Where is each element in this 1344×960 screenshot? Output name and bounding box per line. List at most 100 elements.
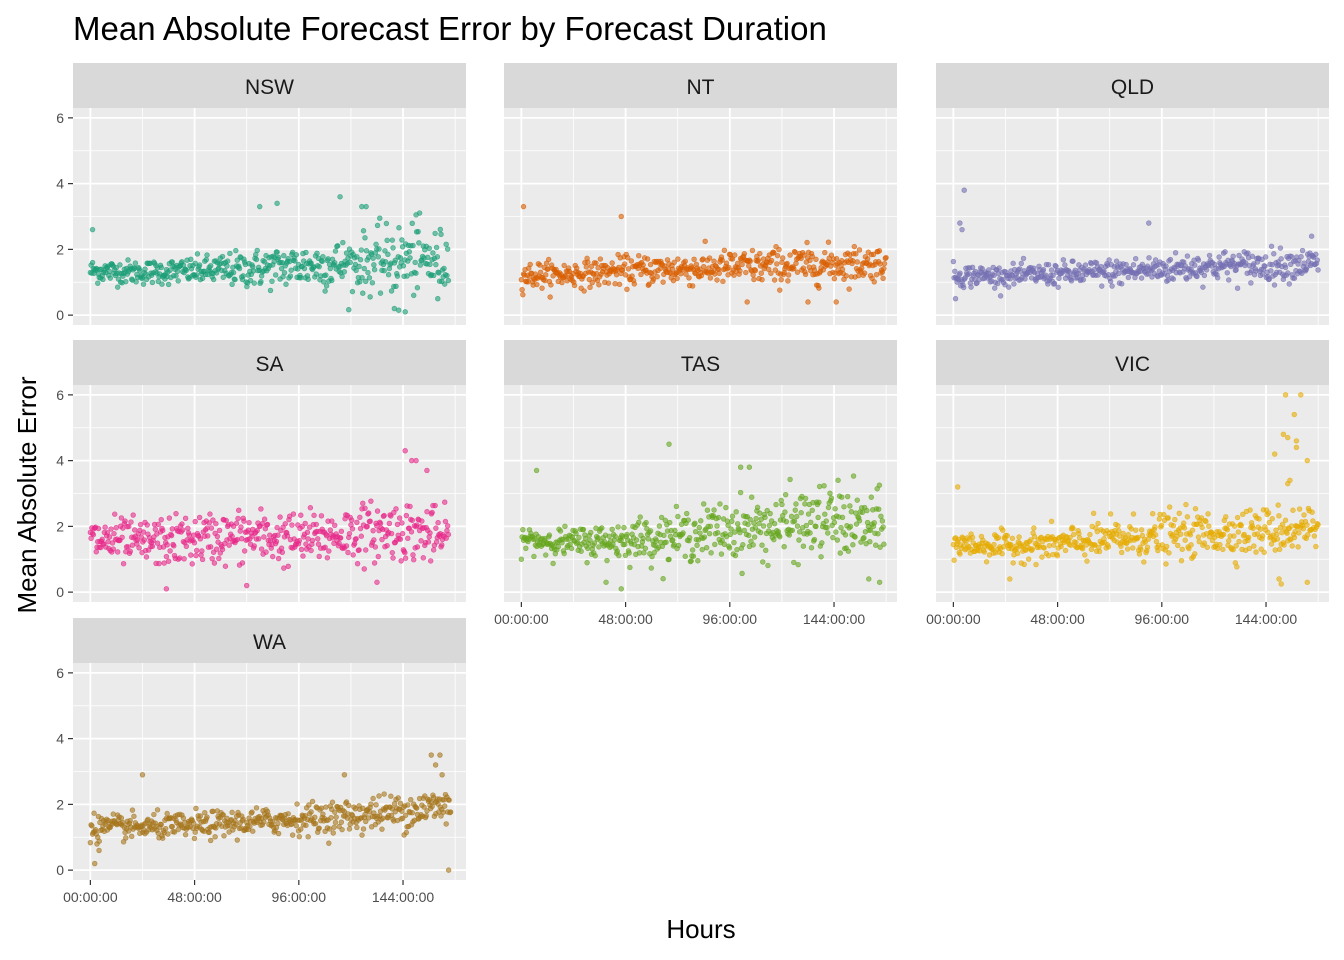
data-point xyxy=(1253,549,1259,555)
data-point xyxy=(1080,277,1086,283)
data-point xyxy=(1224,270,1230,276)
y-tick-label: 0 xyxy=(56,307,64,323)
data-point xyxy=(261,259,268,265)
data-point xyxy=(285,563,291,570)
data-point xyxy=(240,273,246,279)
data-point xyxy=(440,809,446,815)
data-point xyxy=(370,255,376,261)
data-point xyxy=(861,535,867,541)
data-point xyxy=(864,507,870,514)
data-point xyxy=(1082,552,1088,558)
data-point xyxy=(983,559,990,565)
data-point xyxy=(1017,266,1023,272)
data-point xyxy=(442,281,448,287)
data-point xyxy=(880,275,886,281)
data-point xyxy=(1176,510,1182,517)
data-point xyxy=(375,254,381,260)
data-point xyxy=(380,815,386,822)
data-point xyxy=(596,282,602,288)
data-point xyxy=(813,523,819,530)
data-point xyxy=(93,549,99,555)
data-point xyxy=(127,817,133,824)
data-point xyxy=(1220,546,1226,553)
data-point xyxy=(372,544,379,550)
data-point xyxy=(819,540,825,546)
data-point xyxy=(208,837,214,844)
data-point xyxy=(1192,262,1198,268)
outlier-point xyxy=(363,203,369,210)
outlier-point xyxy=(1285,434,1291,441)
data-point xyxy=(429,509,435,516)
data-point xyxy=(698,272,705,279)
data-point xyxy=(142,266,148,272)
data-point xyxy=(562,523,568,529)
data-point xyxy=(406,249,412,255)
data-point xyxy=(171,829,178,835)
data-point xyxy=(689,283,696,289)
data-point xyxy=(1138,275,1145,281)
data-point xyxy=(1250,525,1256,532)
data-point xyxy=(236,265,243,272)
data-point xyxy=(1070,525,1076,532)
data-point xyxy=(1033,561,1039,568)
data-point xyxy=(1186,273,1193,280)
data-point xyxy=(254,527,260,534)
data-point xyxy=(1020,255,1027,262)
data-point xyxy=(1156,516,1163,522)
data-point xyxy=(309,537,316,544)
y-tick-label: 4 xyxy=(56,176,64,192)
data-point xyxy=(1226,277,1232,283)
data-point xyxy=(547,294,553,300)
data-point xyxy=(712,541,718,548)
outlier-point xyxy=(1278,581,1284,587)
data-point xyxy=(239,560,246,566)
data-point xyxy=(640,535,646,542)
data-point xyxy=(545,266,551,272)
data-point xyxy=(846,286,852,292)
data-point xyxy=(294,801,300,807)
data-point xyxy=(691,256,697,263)
data-point xyxy=(771,520,778,527)
outlier-point xyxy=(435,295,441,302)
data-point xyxy=(141,537,147,543)
outlier-point xyxy=(744,299,750,305)
data-point xyxy=(384,237,390,244)
data-point xyxy=(873,542,879,548)
outlier-point xyxy=(876,579,883,585)
data-point xyxy=(1118,549,1125,556)
data-point xyxy=(561,262,567,269)
data-point xyxy=(1021,561,1027,568)
data-point xyxy=(169,259,176,265)
data-point xyxy=(800,543,807,549)
data-point xyxy=(588,529,594,536)
data-point xyxy=(289,249,296,256)
facet-strip-label: SA xyxy=(255,353,283,376)
data-point xyxy=(160,835,166,841)
outlier-point xyxy=(1308,233,1315,239)
data-point xyxy=(1088,546,1095,553)
data-point xyxy=(389,549,396,556)
facet-strip-label: NT xyxy=(687,76,715,99)
data-point xyxy=(1257,526,1264,532)
data-point xyxy=(1058,543,1064,550)
data-point xyxy=(1098,263,1104,270)
data-point xyxy=(238,524,244,530)
data-point xyxy=(1289,543,1295,549)
data-point xyxy=(740,542,746,548)
outlier-point xyxy=(1276,576,1282,582)
data-point xyxy=(381,512,387,519)
data-point xyxy=(445,277,452,284)
data-point xyxy=(425,539,432,545)
data-point xyxy=(1141,559,1147,565)
data-point xyxy=(430,250,436,256)
data-point xyxy=(1070,258,1076,264)
data-point xyxy=(253,256,260,263)
data-point xyxy=(604,557,610,564)
data-point xyxy=(731,539,737,546)
data-point xyxy=(382,248,388,254)
data-point xyxy=(176,555,183,561)
data-point xyxy=(403,829,410,836)
data-point xyxy=(850,473,857,479)
data-point xyxy=(683,271,689,277)
data-point xyxy=(1188,542,1194,548)
